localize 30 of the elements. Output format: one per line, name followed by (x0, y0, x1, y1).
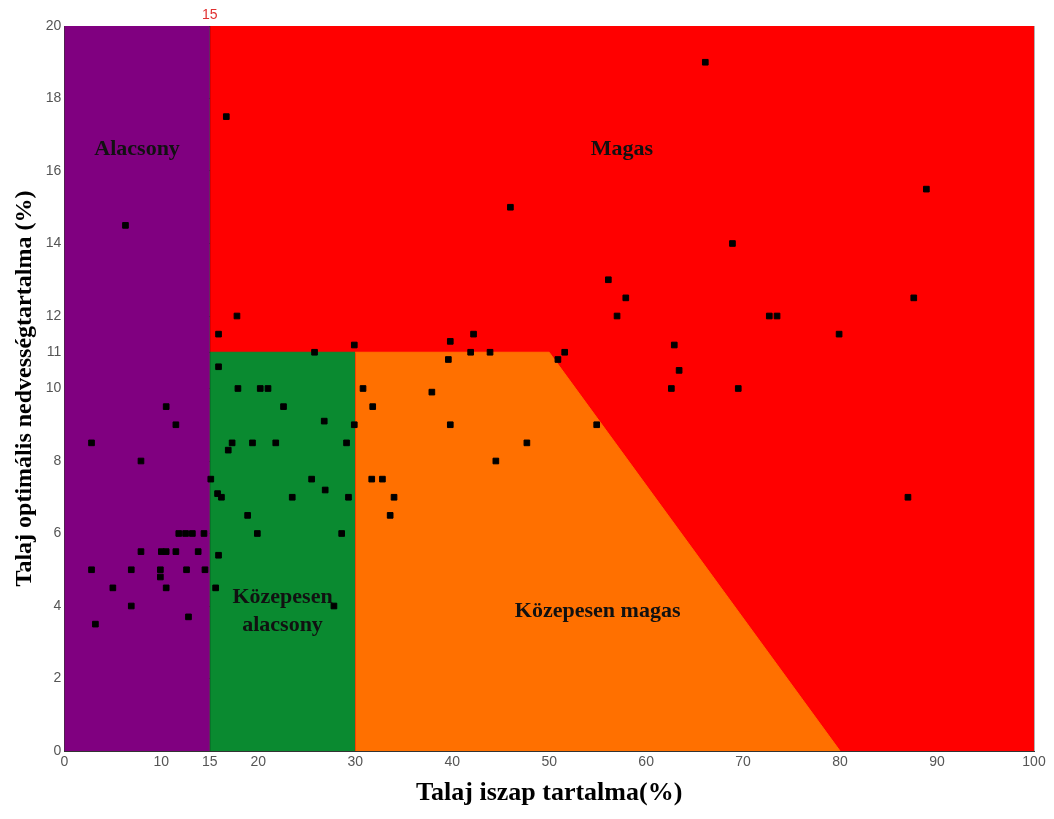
y-tick-label: 6 (53, 524, 62, 541)
y-tick-label: 4 (53, 596, 62, 613)
y-tick-label: 0 (53, 741, 62, 758)
x-axis-title: Talaj iszap tartalma(%) (416, 777, 683, 807)
y-tick-label: 20 (45, 16, 62, 33)
y-tick-label: 18 (45, 89, 62, 106)
y-tick-label: 14 (45, 234, 62, 251)
y-tick-label: 8 (53, 451, 62, 468)
y-tick-label: 16 (45, 161, 62, 178)
series-label: Alacsony (94, 134, 180, 160)
series-label: Közepesen alacsony (232, 583, 333, 637)
x-tick-label: 40 (444, 753, 461, 770)
series-label: Közepesen magas (514, 597, 681, 623)
y-tick-label: 10 (45, 379, 62, 396)
x-tick-label: 60 (638, 753, 655, 770)
x-tick-label: 50 (541, 753, 558, 770)
y-tick-label: 12 (45, 306, 62, 323)
series-label: Magas (590, 134, 654, 160)
x-tick-label: 30 (347, 753, 364, 770)
y-tick-label: 2 (53, 669, 62, 686)
x-tick-label: 100 (1022, 753, 1046, 770)
y-axis-title: Talaj optimális nedvességtartalma (%) (9, 190, 36, 587)
x-tick-label: 70 (735, 753, 752, 770)
x-tick-label: 10 (153, 753, 170, 770)
ref-line-label: 15 (202, 5, 218, 22)
x-tick-label: 15 (202, 753, 218, 770)
x-tick-label: 20 (250, 753, 267, 770)
x-tick-label: 80 (832, 753, 849, 770)
x-tick-label: 90 (929, 753, 946, 770)
y-tick-label: 11 (46, 343, 62, 360)
